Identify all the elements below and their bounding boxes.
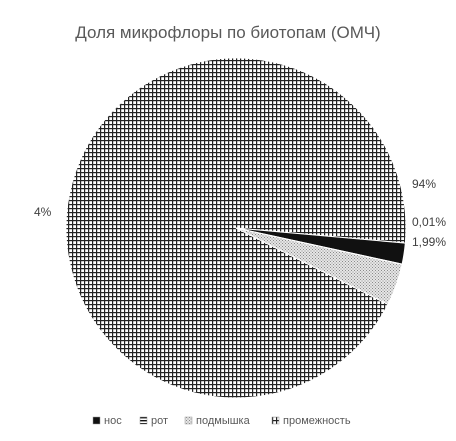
legend-label-3: подмышка — [196, 415, 251, 427]
legend-label-1: нос — [104, 415, 122, 427]
legend-swatch-3 — [184, 416, 193, 425]
legend-swatch-4 — [271, 416, 280, 425]
data-label-4: 94% — [412, 177, 436, 191]
legend-swatch-1 — [92, 416, 101, 425]
chart-title: Доля микрофлоры по биотопам (ОМЧ) — [75, 23, 380, 42]
data-label-3: 4% — [34, 205, 52, 219]
legend-label-4: промежность — [283, 415, 351, 427]
legend: нос рот подмышка промежность — [92, 415, 351, 427]
data-label-2: 0,01% — [412, 215, 446, 229]
legend-swatch-2 — [139, 416, 148, 425]
data-labels: 1,99% 0,01% 4% 94% — [34, 177, 446, 249]
slice-rot — [235, 227, 403, 265]
pie-slices — [65, 57, 407, 399]
data-label-1: 1,99% — [412, 235, 446, 249]
legend-label-2: рот — [151, 415, 168, 427]
